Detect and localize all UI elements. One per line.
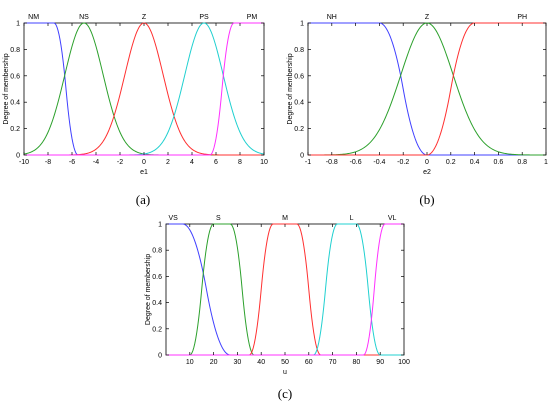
- x-tick-label: 80: [353, 359, 361, 366]
- y-tick-label: 0.4: [294, 100, 304, 107]
- y-tick-label: 0.6: [152, 274, 162, 281]
- x-tick-label: 60: [305, 359, 313, 366]
- plot-frame: [165, 223, 405, 356]
- panel-b: NH Z PH -1 -0.8 -0.6 -0.4 -0.2 0 0.2 0.4 0.6 0.8 1 0 0.…: [287, 14, 548, 207]
- series-label-z: Z: [142, 14, 147, 21]
- y-tick-label: 0.8: [152, 248, 162, 255]
- x-axis-label: e1: [140, 169, 148, 176]
- y-tick-label: 0.2: [152, 326, 162, 333]
- x-tick-label: 0: [425, 159, 429, 166]
- x-tick-label: 6: [214, 159, 218, 166]
- series-label-m: M: [282, 215, 288, 222]
- x-tick-label: 8: [238, 159, 242, 166]
- y-tick-label: 1: [300, 21, 304, 28]
- y-axis-label: Degree of membership: [287, 53, 294, 124]
- x-tick-label: -2: [117, 159, 123, 166]
- x-tick-label: -0.2: [397, 159, 409, 166]
- x-tick-label: 20: [210, 359, 218, 366]
- y-tick-label: 0: [158, 353, 162, 360]
- x-tick-label: 0.8: [517, 159, 527, 166]
- y-tick-label: 0.2: [10, 126, 20, 133]
- x-tick-label: -0.8: [326, 159, 338, 166]
- panel-a: NM NS Z PS PM -10 -8 -6 -4 -2 0 2 4 6 8 10 0 0.2 0.4 0.6 0.8…: [3, 14, 268, 207]
- series-label-vs: VS: [168, 215, 178, 222]
- series-label-ns: NS: [79, 14, 89, 21]
- panel-caption: (a): [136, 192, 150, 207]
- x-tick-label: 0.4: [470, 159, 480, 166]
- y-tick-label: 0.4: [152, 300, 162, 307]
- x-tick-label: -1: [305, 159, 311, 166]
- y-tick-label: 0: [300, 153, 304, 160]
- panel-c: VS S M L VL 10 20 30 40 50 60 70 80 90 100 0 0.2 0.4 0.6 0.…: [145, 215, 410, 401]
- plot-frame: [23, 22, 265, 156]
- x-tick-label: -4: [93, 159, 99, 166]
- x-tick-label: -10: [19, 159, 29, 166]
- series-label-nh: NH: [327, 14, 337, 21]
- x-axis-label: e2: [423, 169, 431, 176]
- series-label-nm: NM: [28, 14, 39, 21]
- x-axis-label: u: [283, 369, 287, 376]
- y-tick-label: 0.8: [294, 47, 304, 54]
- series-label-ps: PS: [199, 14, 209, 21]
- series-label-z: Z: [425, 14, 430, 21]
- x-tick-label: 90: [376, 359, 384, 366]
- y-tick-label: 1: [16, 21, 20, 28]
- y-tick-label: 0.6: [10, 73, 20, 80]
- y-tick-label: 0.6: [294, 73, 304, 80]
- y-tick-label: 0.4: [10, 100, 20, 107]
- x-tick-label: -6: [69, 159, 75, 166]
- panel-caption: (c): [278, 386, 292, 401]
- series-label-s: S: [216, 215, 221, 222]
- x-tick-label: 40: [257, 359, 265, 366]
- x-tick-label: 0: [142, 159, 146, 166]
- y-axis-label: Degree of membership: [145, 254, 152, 325]
- panel-caption: (b): [419, 192, 434, 207]
- x-tick-label: -8: [45, 159, 51, 166]
- x-tick-label: 2: [166, 159, 170, 166]
- x-tick-label: -0.4: [373, 159, 385, 166]
- x-tick-label: 1: [544, 159, 548, 166]
- x-tick-label: 70: [329, 359, 337, 366]
- plot-frame: [307, 22, 547, 156]
- x-tick-label: 100: [398, 359, 410, 366]
- x-tick-label: 10: [186, 359, 194, 366]
- x-tick-label: 4: [190, 159, 194, 166]
- series-label-ph: PH: [517, 14, 527, 21]
- x-tick-label: 30: [234, 359, 242, 366]
- y-axis-label: Degree of membership: [3, 53, 10, 124]
- series-label-pm: PM: [247, 14, 258, 21]
- x-tick-label: 0.2: [446, 159, 456, 166]
- y-tick-label: 0.2: [294, 126, 304, 133]
- y-tick-label: 0.8: [10, 47, 20, 54]
- x-tick-label: -0.6: [350, 159, 362, 166]
- y-tick-label: 1: [158, 222, 162, 229]
- x-tick-label: 50: [281, 359, 289, 366]
- x-tick-label: 10: [260, 159, 268, 166]
- series-label-vl: VL: [388, 215, 397, 222]
- x-tick-label: 0.6: [494, 159, 504, 166]
- y-tick-label: 0: [16, 153, 20, 160]
- series-label-l: L: [350, 215, 354, 222]
